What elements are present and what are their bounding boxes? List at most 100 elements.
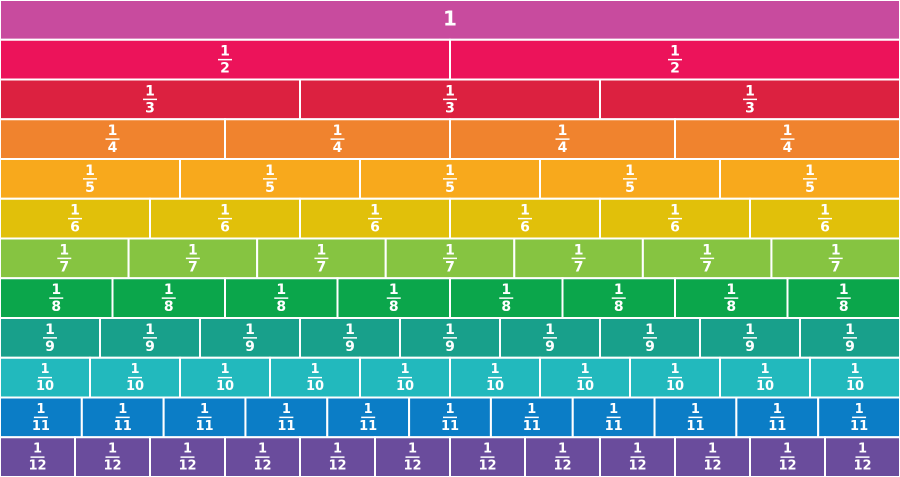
numerator: 1 [145,83,155,99]
denominator: 5 [85,180,95,196]
denominator: 8 [389,299,399,315]
denominator: 12 [328,459,346,474]
denominator: 12 [253,459,271,474]
denominator: 11 [195,419,213,434]
numerator: 1 [310,362,319,377]
numerator: 1 [70,203,80,219]
numerator: 1 [130,362,139,377]
numerator: 1 [691,402,700,417]
numerator: 1 [370,203,380,219]
numerator: 1 [364,402,373,417]
numerator: 1 [858,442,867,457]
denominator: 7 [445,259,455,275]
numerator: 1 [580,362,589,377]
numerator: 1 [633,442,642,457]
numerator: 1 [85,163,95,179]
numerator: 1 [445,163,455,179]
numerator: 1 [850,362,859,377]
denominator: 9 [745,339,755,355]
numerator: 1 [317,242,327,258]
numerator: 1 [805,163,815,179]
denominator: 11 [605,419,623,434]
denominator: 11 [768,419,786,434]
denominator: 12 [478,459,496,474]
denominator: 3 [145,100,155,116]
denominator: 10 [756,379,774,394]
denominator: 11 [359,419,377,434]
numerator: 1 [282,402,291,417]
numerator: 1 [220,44,230,60]
denominator: 8 [614,299,624,315]
numerator: 1 [820,203,830,219]
denominator: 3 [745,100,755,116]
denominator: 9 [545,339,555,355]
numerator: 1 [558,442,567,457]
denominator: 10 [576,379,594,394]
numerator: 1 [783,123,793,139]
numerator: 1 [520,203,530,219]
denominator: 12 [403,459,421,474]
numerator: 1 [445,322,455,338]
denominator: 10 [486,379,504,394]
denominator: 12 [853,459,871,474]
denominator: 2 [670,61,680,77]
numerator: 1 [33,442,42,457]
denominator: 12 [778,459,796,474]
numerator: 1 [220,203,230,219]
denominator: 4 [558,140,568,156]
numerator: 1 [183,442,192,457]
numerator: 1 [855,402,864,417]
denominator: 9 [645,339,655,355]
denominator: 12 [178,459,196,474]
denominator: 5 [805,180,815,196]
denominator: 12 [628,459,646,474]
denominator: 11 [277,419,295,434]
denominator: 10 [306,379,324,394]
numerator: 1 [445,83,455,99]
denominator: 11 [686,419,704,434]
numerator: 1 [45,322,55,338]
numerator: 1 [389,282,399,298]
denominator: 11 [850,419,868,434]
numerator: 1 [609,402,618,417]
denominator: 11 [32,419,50,434]
numerator: 1 [200,402,209,417]
fraction-piece [449,197,601,240]
numerator: 1 [118,402,127,417]
denominator: 10 [666,379,684,394]
denominator: 12 [703,459,721,474]
numerator: 1 [670,44,680,60]
numerator: 1 [145,322,155,338]
denominator: 5 [265,180,275,196]
numerator: 1 [745,83,755,99]
numerator: 1 [333,123,343,139]
denominator: 7 [188,259,198,275]
denominator: 7 [574,259,584,275]
denominator: 7 [702,259,712,275]
numerator: 1 [574,242,584,258]
numerator: 1 [839,282,849,298]
denominator: 9 [445,339,455,355]
denominator: 12 [28,459,46,474]
denominator: 6 [670,220,680,236]
numerator: 1 [265,163,275,179]
denominator: 6 [820,220,830,236]
numerator: 1 [501,282,511,298]
numerator: 1 [59,242,69,258]
numerator: 1 [400,362,409,377]
numerator: 1 [490,362,499,377]
numerator: 1 [845,322,855,338]
numerator: 1 [708,442,717,457]
fraction-piece [599,436,676,477]
numerator: 1 [108,442,117,457]
denominator: 12 [103,459,121,474]
numerator: 1 [726,282,736,298]
denominator: 9 [345,339,355,355]
numerator: 1 [545,322,555,338]
numerator: 1 [36,402,45,417]
denominator: 10 [846,379,864,394]
denominator: 9 [45,339,55,355]
denominator: 8 [164,299,174,315]
numerator: 1 [702,242,712,258]
